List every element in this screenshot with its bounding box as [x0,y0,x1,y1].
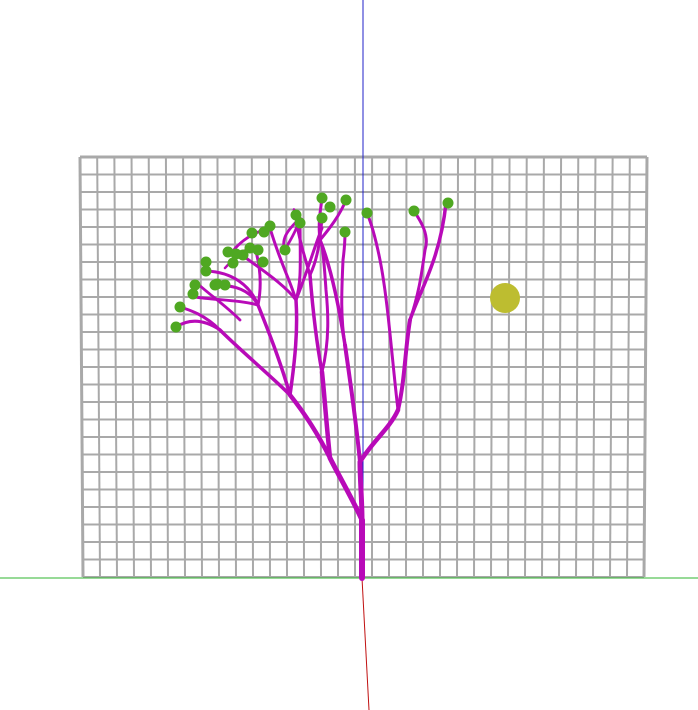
tree-branch [288,298,299,397]
tree-branch [408,209,428,322]
leaf-node [324,201,336,213]
tree-branch [268,226,298,302]
leaf-node [279,244,291,256]
tree-branch [340,230,347,347]
tree-branch [327,455,365,523]
leaf-node [339,226,351,238]
leaf-node [211,278,223,290]
leaf-node [174,301,186,313]
leaf-node [227,257,239,269]
leaf-node [316,192,328,204]
tree-branch [240,253,298,302]
z-axis-line [361,577,370,710]
leaf-node [264,220,276,232]
tree-branch [256,303,292,397]
light-source-icon[interactable] [490,283,520,313]
leaf-node [230,248,242,260]
leaf-node [187,288,199,300]
leaf-node [189,279,201,291]
tree-branch [343,343,362,464]
leaf-node [316,212,328,224]
leaf-node [257,256,269,268]
leaf-node [294,217,306,229]
tree-branch [204,269,260,307]
tree-branch [365,211,400,412]
tree-branch [218,328,292,397]
tree-branch [319,369,333,461]
tree-branch [196,282,242,322]
tree-branch [357,459,365,523]
tree-branch [308,273,324,374]
leaf-node [219,279,231,291]
leaf-node [200,256,212,268]
leaf-node [252,244,264,256]
tree-leaves [170,192,454,333]
leaf-node [408,205,420,217]
tree-branch [193,295,260,307]
tree-branch [320,243,330,374]
tree-branch [287,392,333,461]
leaf-node [246,227,258,239]
leaf-node [170,321,182,333]
tree-branch [357,407,401,465]
leaf-node [200,265,212,277]
tree-branch [396,318,412,412]
leaf-node [361,207,373,219]
leaf-node [340,194,352,206]
tree-branch [294,226,324,302]
leaf-node [442,197,454,209]
